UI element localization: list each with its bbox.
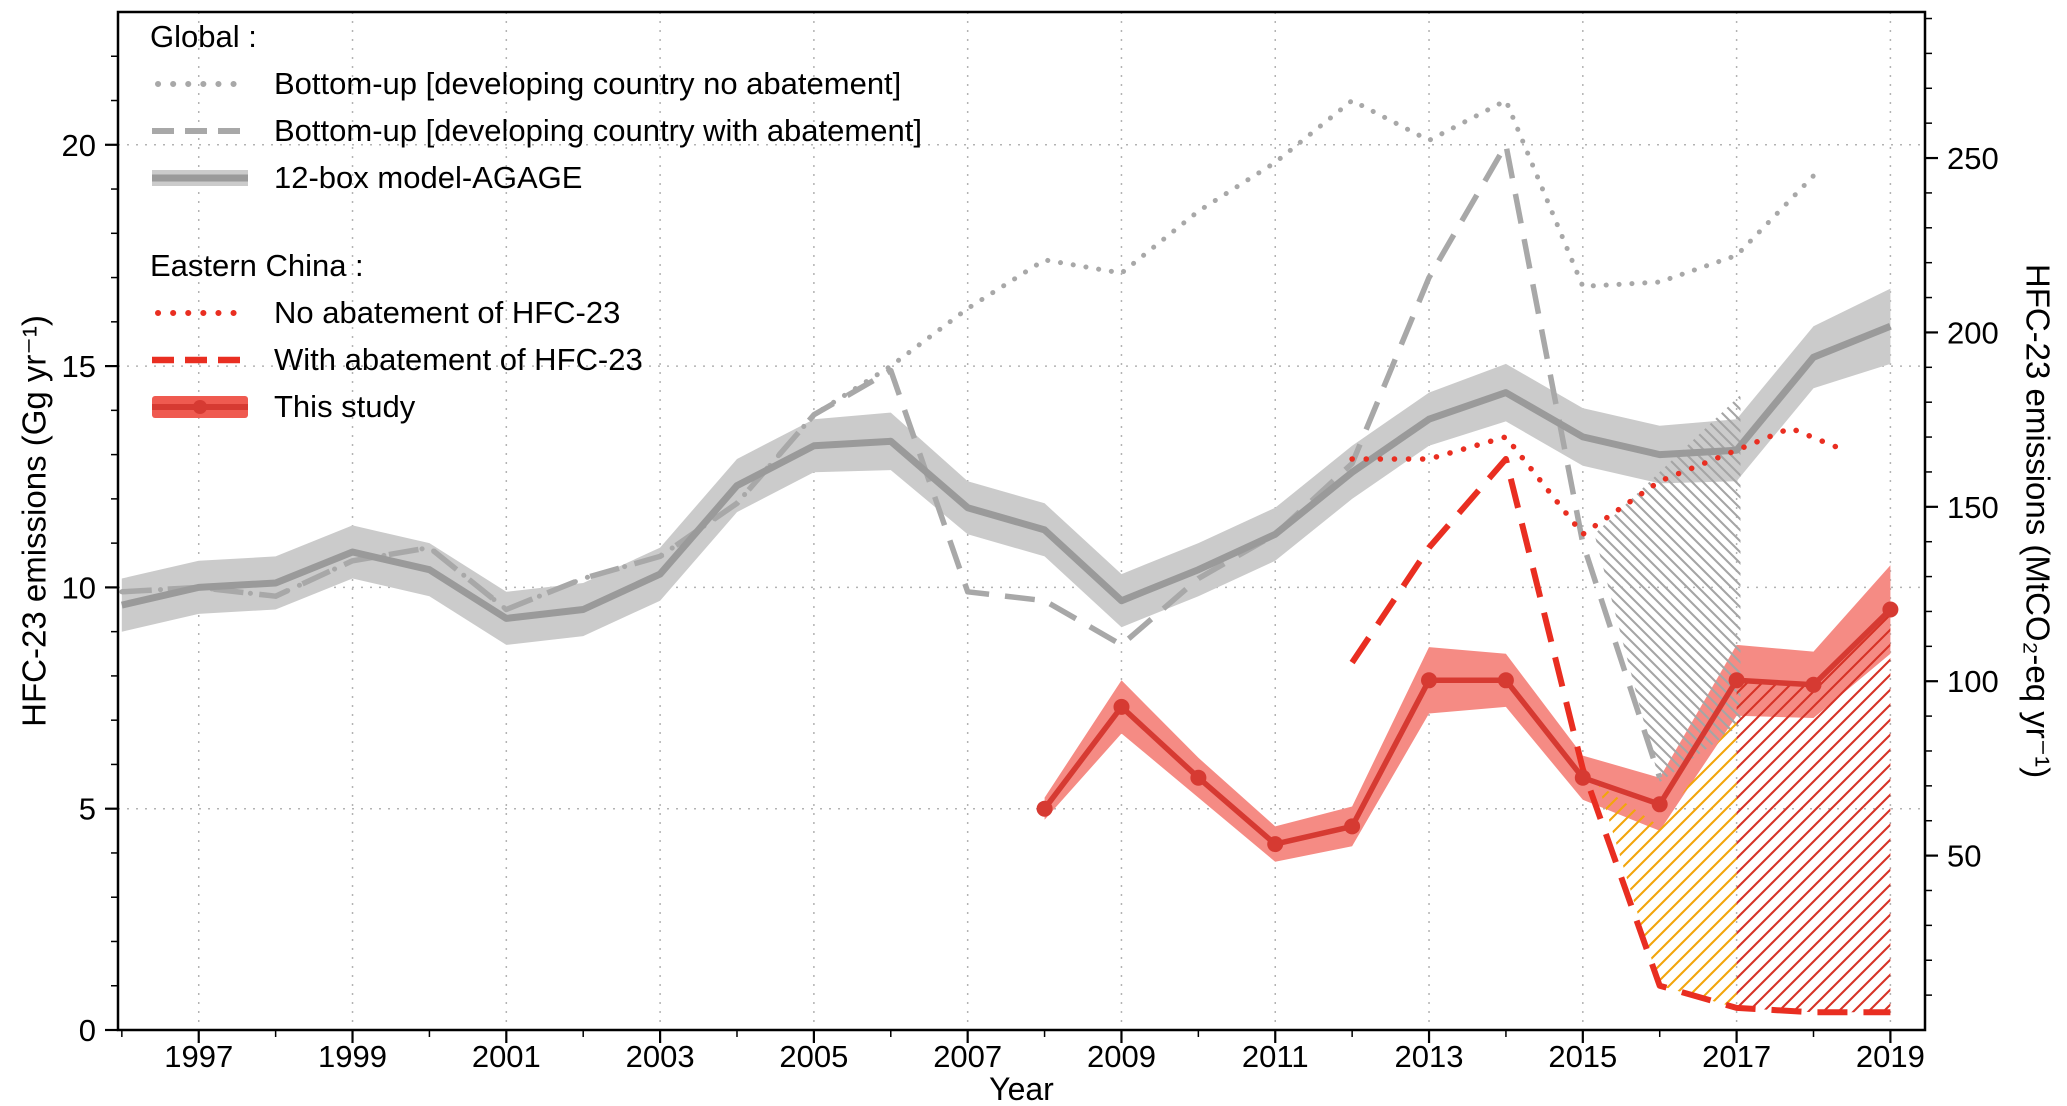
hatch-regions xyxy=(1594,394,1891,1013)
y-right-tick-label-150: 150 xyxy=(1947,490,1999,525)
data-point-marker xyxy=(1882,601,1899,618)
x-tick-label-2005: 2005 xyxy=(779,1039,848,1074)
legend-item-bottom-up-with-abatement: Bottom-up [developing country with abate… xyxy=(150,107,922,154)
x-tick-label-2015: 2015 xyxy=(1548,1039,1617,1074)
x-tick-label-2009: 2009 xyxy=(1087,1039,1156,1074)
plot-border xyxy=(116,10,1927,1032)
x-tick-label-2007: 2007 xyxy=(933,1039,1002,1074)
legend-item-this-study: This study xyxy=(150,383,922,430)
x-tick-label-2013: 2013 xyxy=(1395,1039,1464,1074)
y-left-tick-label-5: 5 xyxy=(79,792,96,827)
data-point-marker xyxy=(1421,672,1437,689)
legend-eastern-china-header: Eastern China : xyxy=(150,248,364,283)
y-right-tick-label-50: 50 xyxy=(1947,839,1981,874)
x-tick-label-2003: 2003 xyxy=(626,1039,695,1074)
series-markers-eastern-china-this-study xyxy=(1036,601,1899,853)
x-axis-label: Year xyxy=(989,1071,1054,1106)
data-point-marker xyxy=(1267,836,1284,853)
series-band-eastern-china-this-study xyxy=(1044,565,1891,862)
y-left-tick-label-10: 10 xyxy=(62,570,96,605)
x-tick-label-2017: 2017 xyxy=(1702,1039,1771,1074)
y-left-tick-label-0: 0 xyxy=(79,1013,96,1048)
hatch-region-china-abated-emissions-hatch-red xyxy=(1736,609,1891,1013)
legend-spacer xyxy=(150,201,922,243)
series-line-eastern-china-with-abatement xyxy=(1349,456,1891,1016)
legend-item-china-no-abatement: No abatement of HFC-23 xyxy=(150,289,922,336)
series-lines xyxy=(119,98,1899,1016)
data-point-marker xyxy=(1344,818,1361,835)
red-band-marker-swatch xyxy=(152,395,248,418)
data-point-marker xyxy=(1728,672,1745,689)
data-point-marker xyxy=(1497,672,1514,689)
hatch-region-china-abated-emissions-hatch-orange xyxy=(1598,715,1737,1008)
data-point-marker xyxy=(1113,698,1130,715)
tick-labels: 1997 1999 2001 2003 2005 2007 2009 2011 2013 2015… xyxy=(62,128,1999,1074)
data-point-marker xyxy=(1805,676,1822,693)
series-line-eastern-china-no-abatement xyxy=(1349,425,1848,538)
gray-dashed-line-swatch xyxy=(152,127,248,134)
y-right-tick-label-200: 200 xyxy=(1947,315,1999,350)
series-line-global-12box-model-agage xyxy=(121,323,1892,622)
data-point-marker xyxy=(1651,796,1668,813)
red-dashed-line-swatch xyxy=(152,356,248,363)
y-right-tick-label-100: 100 xyxy=(1947,664,1999,699)
legend-item-china-with-abatement: With abatement of HFC-23 xyxy=(150,336,922,383)
legend-label: No abatement of HFC-23 xyxy=(274,294,621,330)
x-tick-label-2001: 2001 xyxy=(472,1039,541,1074)
y-right-tick-label-250: 250 xyxy=(1947,141,1999,176)
legend-global-header: Global : xyxy=(150,19,257,54)
x-tick-label-1999: 1999 xyxy=(318,1039,387,1074)
x-tick-label-1997: 1997 xyxy=(164,1039,233,1074)
gray-band-line-swatch xyxy=(152,169,248,186)
x-tick-label-2011: 2011 xyxy=(1242,1039,1309,1074)
uncertainty-bands xyxy=(121,288,1891,862)
legend-item-12box-model-agage: 12-box model-AGAGE xyxy=(150,154,922,201)
y-axis-left-label: HFC-23 emissions (Gg yr⁻¹) xyxy=(15,315,53,727)
legend-label: 12-box model-AGAGE xyxy=(274,159,583,195)
legend-label: With abatement of HFC-23 xyxy=(274,341,643,377)
gray-dotted-line-swatch xyxy=(155,80,249,87)
legend-label: Bottom-up [developing country with abate… xyxy=(274,112,922,148)
axis-ticks xyxy=(105,17,1938,1043)
data-point-marker xyxy=(1574,769,1591,786)
series-line-global-bottom-up-with-abatement xyxy=(121,142,1663,779)
legend-label: Bottom-up [developing country no abateme… xyxy=(274,65,902,101)
legend-item-bottom-up-no-abatement: Bottom-up [developing country no abateme… xyxy=(150,60,922,107)
x-tick-label-2019: 2019 xyxy=(1856,1039,1925,1074)
red-dotted-line-swatch xyxy=(155,309,249,316)
hatch-region-global-abated-emissions-hatch xyxy=(1594,394,1741,783)
data-point-marker xyxy=(1036,800,1053,817)
legend-label: This study xyxy=(274,388,416,424)
legend: Global : Bottom-up [developing country n… xyxy=(150,14,922,430)
y-left-tick-label-20: 20 xyxy=(62,128,96,163)
y-left-tick-label-15: 15 xyxy=(62,349,96,384)
y-axis-right-label: HFC-23 emissions (MtCO₂-eq yr⁻¹) xyxy=(2019,263,2057,779)
data-point-marker xyxy=(1190,769,1207,786)
series-line-eastern-china-this-study xyxy=(1042,607,1893,847)
